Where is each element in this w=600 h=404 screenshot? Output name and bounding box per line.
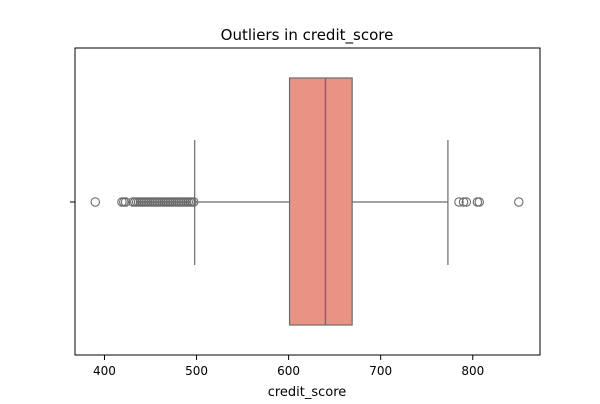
x-axis-tick-label: 400 [93, 364, 116, 378]
x-axis: 400 500 600 700 800 [93, 355, 484, 378]
outlier-point [472, 197, 483, 207]
x-axis-tick-label: 800 [461, 364, 484, 378]
outlier-point [189, 197, 199, 207]
outlier-point [461, 197, 472, 207]
box-layer [194, 77, 449, 326]
x-axis-tick-label: 600 [277, 364, 300, 378]
outlier-point [90, 197, 101, 207]
interquartile-box [288, 77, 353, 326]
outlier-point [514, 197, 524, 207]
outlier-point [120, 197, 131, 207]
outlier-point [119, 197, 129, 207]
outlier-point [458, 197, 469, 207]
x-axis-tick-label: 700 [369, 364, 392, 378]
x-axis-label: credit_score [268, 385, 347, 400]
outlier-point [474, 197, 484, 207]
x-axis-tick-label: 500 [185, 364, 208, 378]
chart-title: Outliers in credit_score [221, 26, 394, 45]
outlier-point [454, 197, 464, 207]
outlier-layer [90, 197, 524, 207]
